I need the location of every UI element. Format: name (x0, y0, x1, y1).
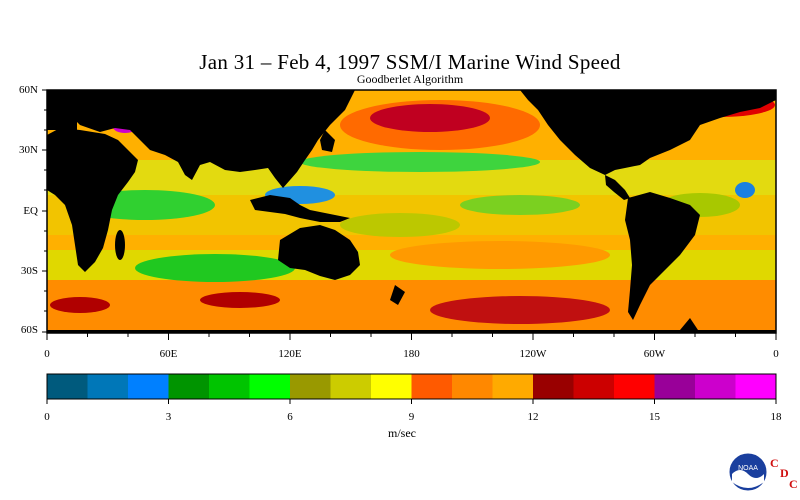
lon-label-60w: 60W (643, 348, 666, 360)
lat-label-60s: 60S (20, 324, 38, 336)
land-australia (278, 225, 360, 280)
land-europe-west (47, 90, 77, 130)
storm-south-atlantic (50, 297, 110, 313)
colorbar-swatch (452, 374, 493, 399)
colorbar-swatch (128, 374, 169, 399)
colorbar-swatch (411, 374, 453, 399)
colorbar-swatch (87, 374, 129, 399)
colorbar-swatch (654, 374, 696, 399)
colorbar-swatch (735, 374, 777, 399)
map-title: Jan 31 – Feb 4, 1997 SSM/I Marine Wind S… (199, 50, 621, 74)
colorbar-tick-18: 18 (770, 411, 782, 423)
colorbar-swatch (533, 374, 574, 399)
lon-label-0: 0 (44, 348, 50, 360)
colorbar-ticks (46, 399, 777, 404)
calm-east-pacific (460, 195, 580, 215)
land-masses (47, 90, 776, 333)
land-central-america (605, 175, 630, 200)
colorbar-tick-12: 12 (527, 411, 539, 423)
colorbar-swatch (492, 374, 534, 399)
land-africa (47, 128, 138, 272)
map-subtitle: Goodberlet Algorithm (356, 72, 464, 86)
lat-label-30s: 30S (20, 265, 38, 277)
colorbar-swatch (168, 374, 210, 399)
lat-ticks (42, 89, 47, 333)
colorbar-unit: m/sec (388, 426, 416, 440)
land-madagascar (115, 230, 125, 260)
calm-north-pacific (300, 152, 540, 172)
lon-label-0-east: 0 (773, 348, 779, 360)
band-southern-high (47, 275, 776, 333)
high-trade-south-pacific (390, 241, 610, 269)
land-new-zealand (390, 285, 405, 305)
colorbar-swatch (47, 374, 88, 399)
calm-south-indian (135, 254, 295, 282)
calm-central-pacific (340, 213, 460, 237)
lat-label-eq: EQ (23, 205, 38, 217)
cdc-letter-3: C (789, 477, 798, 491)
lon-ticks (46, 333, 777, 340)
storm-south-pacific (430, 296, 610, 324)
land-antarctica (47, 330, 776, 333)
storm-south-indian (200, 292, 280, 308)
storm-north-pacific (370, 104, 490, 132)
colorbar-swatch (371, 374, 412, 399)
land-greenland (650, 90, 720, 110)
land-indonesia (250, 195, 350, 222)
lat-label-30n: 30N (19, 144, 38, 156)
calm-gulf-of-guinea (735, 182, 755, 198)
lon-label-60e: 60E (159, 348, 178, 360)
colorbar-swatches (47, 374, 777, 399)
colorbar-swatch (695, 374, 736, 399)
cdc-letter-1: C (770, 456, 779, 470)
colorbar-tick-15: 15 (649, 411, 660, 423)
cdc-letter-2: D (780, 466, 789, 480)
colorbar-swatch (209, 374, 250, 399)
land-south-america (625, 192, 700, 320)
lat-label-60n: 60N (19, 84, 38, 96)
lon-label-120e: 120E (278, 348, 302, 360)
land-north-america (520, 90, 776, 175)
colorbar-tick-0: 0 (44, 411, 50, 423)
colorbar-swatch (249, 374, 291, 399)
land-japan (320, 130, 335, 152)
noaa-logo-text: NOAA (738, 465, 758, 472)
colorbar-tick-3: 3 (165, 411, 172, 423)
colorbar-tick-9: 9 (408, 411, 415, 423)
colorbar-tick-6: 6 (287, 411, 293, 423)
colorbar-swatch (573, 374, 615, 399)
colorbar-swatch (330, 374, 372, 399)
land-eurasia (47, 90, 355, 188)
colorbar-swatch (614, 374, 655, 399)
noaa-logo: NOAA (729, 453, 767, 491)
land-antarctic-peninsula (680, 318, 698, 330)
lon-label-180: 180 (403, 348, 420, 360)
colorbar-swatch (290, 374, 331, 399)
lon-label-120w: 120W (519, 348, 547, 360)
